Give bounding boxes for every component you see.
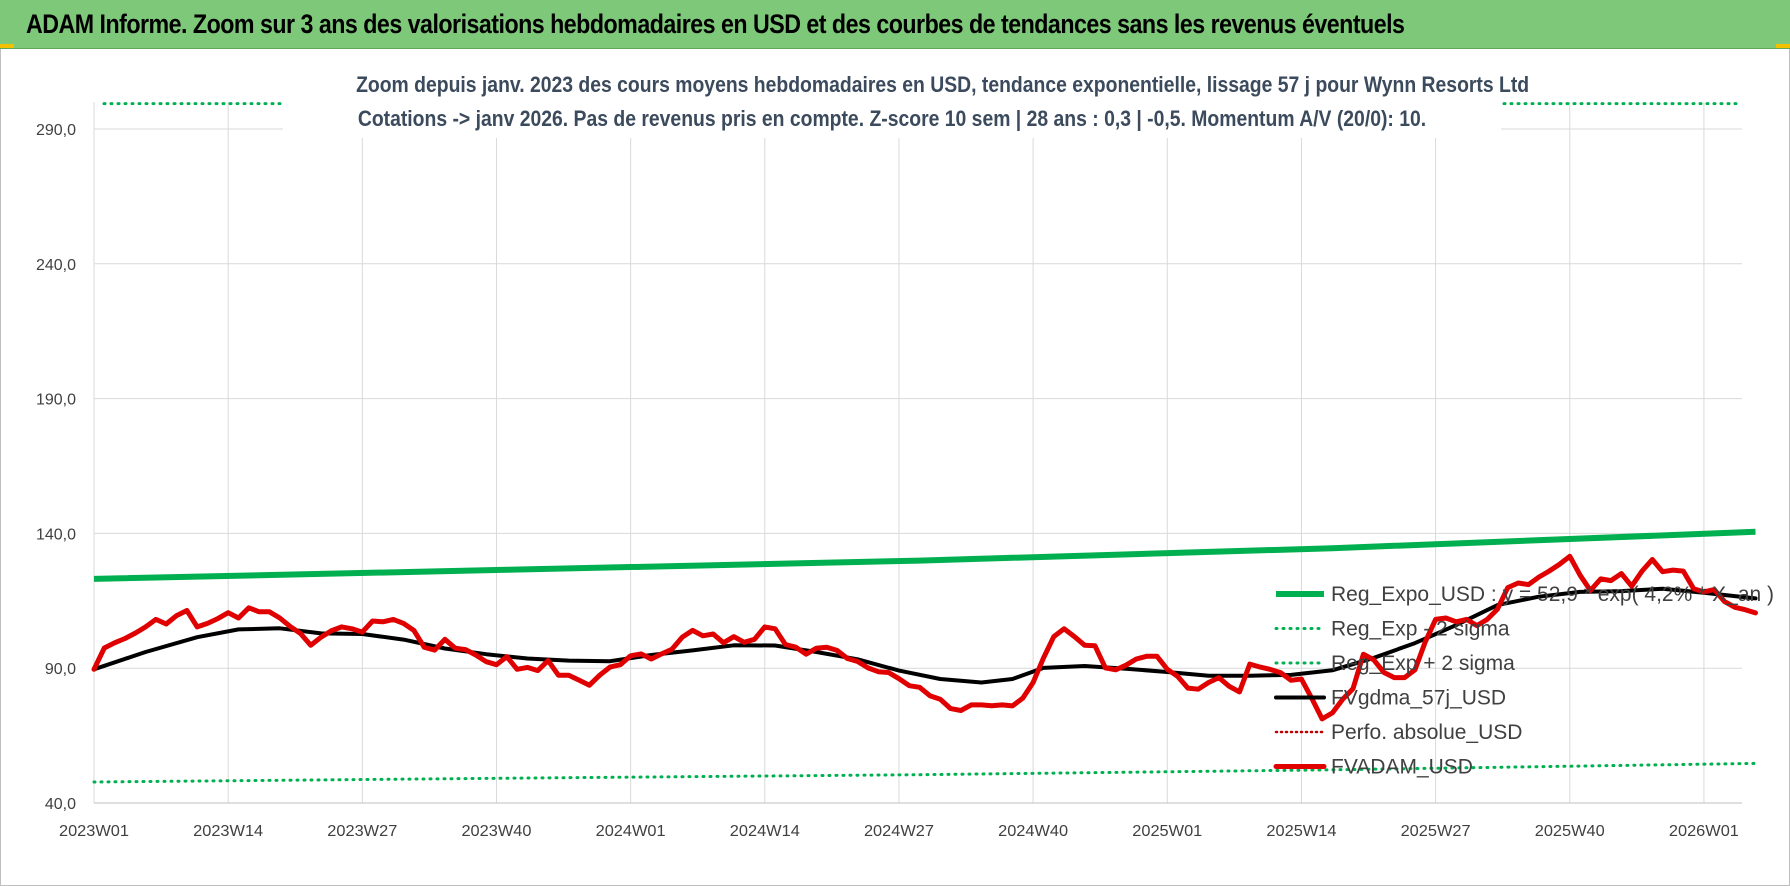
y-tick-label: 240,0 [36, 257, 76, 274]
y-axis: 40,0 90,0 140,0 190,0 240,0 290,0 [36, 122, 76, 813]
y-tick-label: 190,0 [36, 392, 76, 409]
x-tick-label: 2024W14 [730, 823, 800, 840]
chart-subtitle-line-2: Cotations -> janv 2026. Pas de revenus p… [357, 106, 1427, 131]
fvadam-line [91, 553, 1758, 722]
legend-label-reg-expo-line: Reg_Expo_USD : y = 52,9 * exp( 4,2% * X_… [1331, 583, 1774, 606]
x-tick-label: 2023W27 [327, 823, 397, 840]
x-tick-label: 2025W40 [1535, 823, 1605, 840]
reg-minus-2sigma-line [92, 761, 1757, 784]
reg-expo-line [93, 528, 1756, 582]
x-tick-label: 2024W27 [864, 823, 934, 840]
corner-marker-right [1776, 44, 1790, 48]
chart-subtitle-box: Zoom depuis janv. 2023 des cours moyens … [283, 68, 1530, 138]
fvgdma-line [92, 586, 1758, 685]
x-tick-label: 2023W01 [59, 823, 129, 840]
legend-label-reg-minus-2sigma-line: Reg_Exp - 2 sigma [1331, 618, 1510, 641]
chart-legend: Reg_Expo_USD : y = 52,9 * exp( 4,2% * X_… [1273, 583, 1774, 779]
x-tick-label: 2025W27 [1401, 823, 1471, 840]
report-title: ADAM Informe. Zoom sur 3 ans des valoris… [26, 9, 1405, 39]
y-tick-label: 90,0 [45, 661, 76, 678]
legend-label-perfo-absolue-line: Perfo. absolue_USD [1331, 721, 1522, 744]
x-axis: 2023W01 2023W14 2023W27 2023W40 2024W01 2024W… [59, 823, 1739, 840]
x-tick-label: 2024W01 [596, 823, 666, 840]
x-tick-label: 2023W14 [193, 823, 263, 840]
legend-label-reg-plus-2sigma-line: Reg_Exp + 2 sigma [1331, 652, 1515, 675]
x-tick-label: 2024W40 [998, 823, 1068, 840]
y-tick-label: 290,0 [36, 122, 76, 139]
report-banner: ADAM Informe. Zoom sur 3 ans des valoris… [0, 0, 1790, 49]
x-tick-label: 2025W01 [1132, 823, 1202, 840]
chart-subtitle-line-1: Zoom depuis janv. 2023 des cours moyens … [356, 72, 1530, 97]
legend-label-fvgdma-line: FVgdma_57j_USD [1331, 687, 1506, 710]
x-tick-label: 2025W14 [1266, 823, 1336, 840]
x-tick-label: 2023W40 [461, 823, 531, 840]
series-layer [91, 102, 1758, 784]
legend-label-fvadam-line: FVADAM_USD [1331, 756, 1473, 779]
x-tick-label: 2026W01 [1669, 823, 1739, 840]
y-tick-label: 40,0 [45, 796, 76, 813]
y-tick-label: 140,0 [36, 526, 76, 543]
corner-marker-left [0, 44, 14, 48]
